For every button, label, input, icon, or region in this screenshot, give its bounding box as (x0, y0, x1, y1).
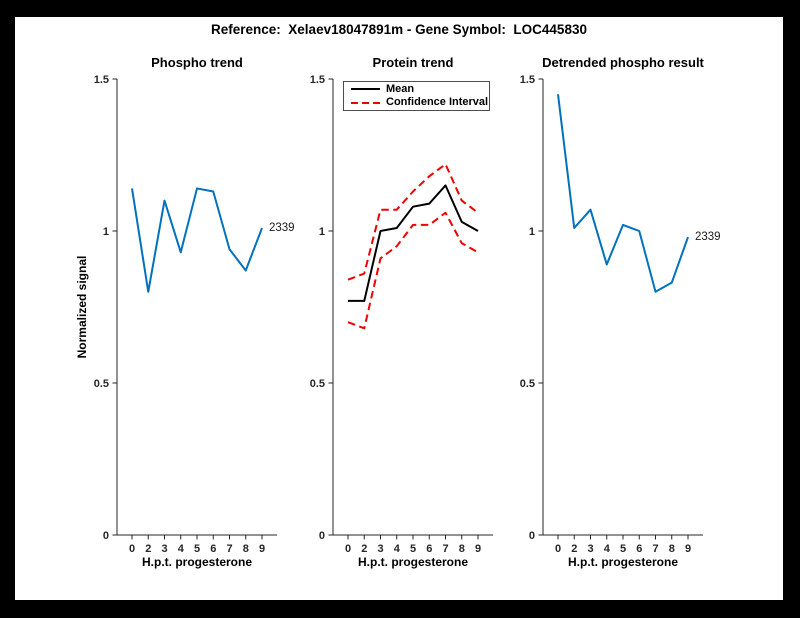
x-tick-label: 4 (178, 543, 185, 555)
subplot-0: 00.511.50 2 3 4 5 6 7 8 9 (94, 74, 277, 555)
x-tick-label: 5 (410, 543, 416, 555)
legend-label-confidence-interval: Confidence Interval (386, 96, 489, 109)
x-tick-label: 4 (394, 543, 401, 555)
y-tick-label: 1.5 (310, 74, 325, 86)
x-tick-label: 9 (685, 543, 691, 555)
x-tick-label: 3 (377, 543, 383, 555)
mean-line-sample-icon (351, 88, 380, 91)
subplot-2-series-0 (557, 94, 689, 293)
x-axis-label-2: H.p.t. progesterone (357, 555, 468, 569)
subplot-1-series-2 (347, 211, 479, 330)
x-tick-label: 2 (571, 543, 577, 555)
x-axis-label-3: H.p.t. progesterone (567, 555, 678, 569)
legend-box: Mean Confidence Interval (343, 81, 490, 111)
x-tick-label: 8 (459, 543, 465, 555)
x-tick-label: 3 (161, 543, 167, 555)
y-tick-label: 0.5 (310, 378, 325, 390)
x-tick-label: 4 (604, 543, 611, 555)
x-axis-label-1: H.p.t. progesterone (141, 555, 252, 569)
x-tick-label: 9 (259, 543, 265, 555)
figure-title: Reference: Xelaev18047891m - Gene Symbol… (211, 22, 587, 37)
x-tick-label: 3 (587, 543, 593, 555)
subplot-1-series-1 (347, 163, 479, 281)
x-tick-label: 0 (345, 543, 351, 555)
y-tick-label: 1.5 (520, 74, 535, 86)
x-tick-label: 8 (243, 543, 249, 555)
x-tick-label: 7 (442, 543, 448, 555)
legend-entry-mean: Mean (344, 83, 489, 96)
y-tick-label: 0 (103, 530, 109, 542)
x-tick-label: 2 (361, 543, 367, 555)
subplot-2: 00.511.50 2 3 4 5 6 7 8 9 (520, 74, 703, 555)
y-tick-label: 0.5 (94, 378, 109, 390)
x-tick-label: 5 (620, 543, 626, 555)
x-tick-label: 8 (669, 543, 675, 555)
x-tick-label: 6 (636, 543, 642, 555)
legend-label-mean: Mean (386, 82, 415, 95)
y-tick-label: 0 (319, 530, 325, 542)
x-tick-label: 6 (426, 543, 432, 555)
series-annotation-2339-right: 2339 (695, 231, 721, 244)
subplot-title-detrended-phospho: Detrended phospho result (542, 55, 704, 70)
x-tick-label: 2 (145, 543, 151, 555)
y-tick-label: 1.5 (94, 74, 109, 86)
x-tick-label: 6 (210, 543, 216, 555)
subplot-1: 00.511.50 2 3 4 5 6 7 8 9 (310, 74, 493, 555)
x-tick-label: 7 (226, 543, 232, 555)
legend-entry-confidence-interval: Confidence Interval (344, 96, 489, 109)
subplot-title-phospho-trend: Phospho trend (151, 55, 243, 70)
figure-canvas (15, 17, 783, 600)
x-tick-label: 0 (129, 543, 135, 555)
confidence-interval-sample-icon (351, 100, 380, 106)
x-tick-label: 7 (652, 543, 658, 555)
subplot-0-series-0 (131, 187, 263, 293)
x-tick-label: 9 (475, 543, 481, 555)
y-tick-label: 0 (529, 530, 535, 542)
x-tick-label: 0 (555, 543, 561, 555)
y-tick-label: 0.5 (520, 378, 535, 390)
x-tick-label: 5 (194, 543, 200, 555)
series-annotation-2339-left: 2339 (269, 221, 295, 234)
y-tick-label: 1 (529, 226, 535, 238)
y-tick-label: 1 (319, 226, 325, 238)
subplot-1-series-0 (348, 184, 479, 302)
y-tick-label: 1 (103, 226, 109, 238)
subplot-title-protein-trend: Protein trend (372, 55, 454, 70)
